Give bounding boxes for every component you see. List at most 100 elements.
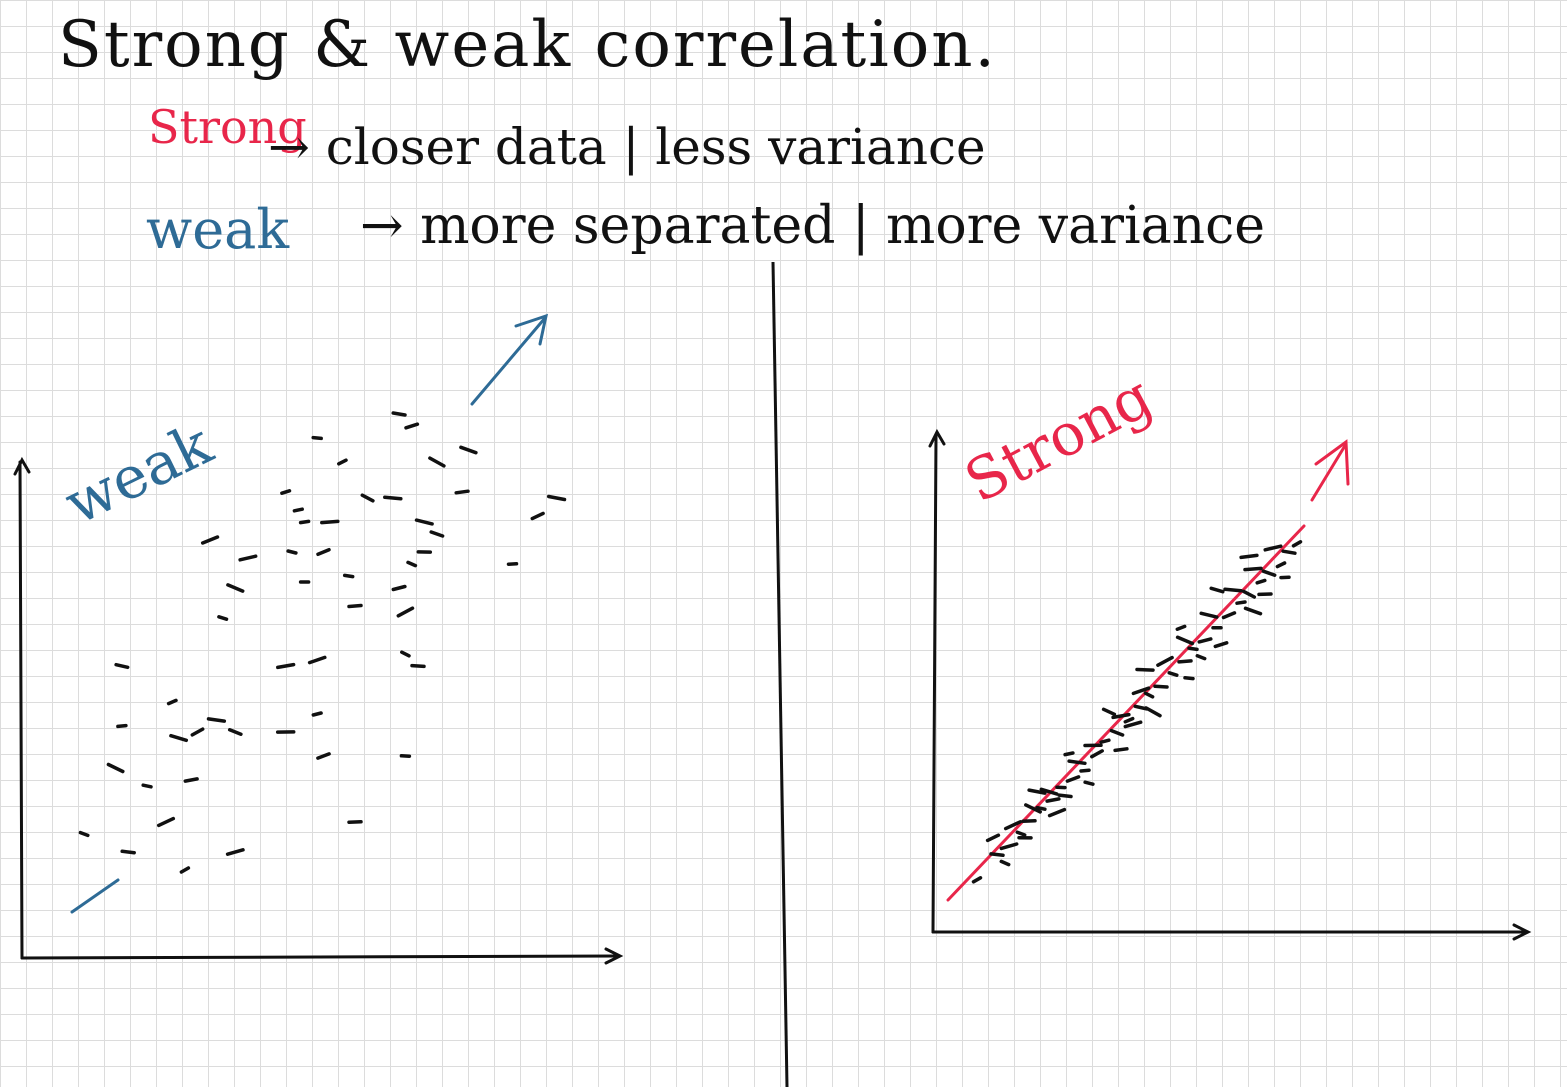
page-title: Strong & weak correlation.: [58, 8, 997, 82]
weak-point-47: [428, 456, 446, 468]
strong-point-13: [1090, 749, 1104, 759]
strong-point-26: [1156, 655, 1174, 667]
weak-point-16: [227, 728, 243, 736]
weak-point-32: [414, 518, 434, 526]
strong-point-31: [1221, 611, 1237, 620]
strong-term: Strong: [148, 100, 307, 154]
weak-trend-arrow: [70, 313, 549, 914]
weak-description: → more separated | more variance: [360, 196, 1266, 256]
strong-point-1: [989, 852, 1005, 858]
weak-point-5: [156, 816, 176, 828]
strong-point-53: [1027, 788, 1047, 795]
weak-point-44: [200, 535, 220, 545]
strong-point-46: [1113, 747, 1129, 753]
weak-point-35: [383, 495, 403, 501]
weak-point-15: [311, 711, 323, 717]
weak-point-10: [316, 752, 331, 760]
weak-point-38: [320, 519, 340, 525]
strong-point-0: [971, 876, 983, 884]
strong-point-20: [1111, 712, 1131, 720]
strong-description: → closer data | less variance: [268, 118, 986, 176]
weak-point-33: [298, 519, 311, 525]
strong-point-55: [1101, 707, 1117, 717]
weak-point-19: [114, 662, 130, 670]
weak-point-14: [206, 717, 227, 723]
weak-point-0: [179, 866, 191, 874]
weak-point-1: [120, 849, 136, 855]
strong-point-34: [1241, 589, 1257, 599]
weak-term: weak: [146, 198, 290, 261]
strong-point-22: [1153, 684, 1169, 689]
strong-point-40: [1281, 549, 1297, 555]
strong-point-48: [1183, 676, 1195, 681]
strong-point-62: [1123, 720, 1143, 729]
strong-point-39: [1275, 561, 1287, 569]
strong-point-60: [1291, 540, 1303, 548]
weak-point-21: [400, 650, 411, 658]
strong-point-63: [1195, 654, 1207, 661]
weak-point-3: [78, 830, 90, 838]
weak-point-54: [292, 507, 304, 513]
weak-point-6: [141, 783, 153, 789]
strong-point-35: [1223, 587, 1243, 593]
strong-point-11: [1039, 787, 1059, 796]
weak-point-26: [396, 606, 415, 618]
weak-point-48: [311, 435, 323, 441]
strong-point-58: [1209, 586, 1225, 594]
weak-point-28: [391, 584, 407, 592]
weak-point-39: [337, 458, 348, 466]
strong-plot-axes: [928, 428, 1532, 941]
weak-point-52: [530, 511, 545, 521]
strong-point-37: [1261, 569, 1277, 577]
strong-point-14: [1067, 759, 1087, 766]
strong-point-3: [1015, 830, 1027, 837]
weak-point-8: [106, 762, 125, 774]
weak-scatter-points: [78, 411, 567, 874]
strong-point-54: [1063, 751, 1075, 757]
strong-point-5: [1003, 820, 1023, 831]
strong-point-61: [1057, 793, 1073, 799]
strong-point-50: [1243, 606, 1263, 616]
strong-point-12: [1079, 768, 1091, 773]
strong-point-25: [1177, 659, 1193, 664]
strong-point-21: [1143, 691, 1155, 699]
strong-point-10: [1065, 775, 1081, 783]
weak-point-2: [225, 848, 245, 856]
strong-point-8: [1024, 803, 1042, 814]
strong-point-41: [1263, 544, 1283, 552]
strong-point-15: [1099, 738, 1111, 744]
weak-point-34: [360, 493, 375, 503]
weak-point-18: [166, 698, 178, 706]
strong-point-32: [1199, 611, 1219, 619]
strong-point-2: [999, 842, 1019, 851]
strong-scatter-points: [971, 540, 1303, 884]
strong-point-36: [1255, 578, 1267, 585]
weak-point-40: [391, 411, 407, 417]
strong-point-24: [1167, 671, 1179, 677]
weak-point-36: [280, 489, 292, 495]
strong-point-57: [1175, 624, 1187, 631]
strong-point-56: [1135, 667, 1155, 672]
strong-point-18: [1123, 716, 1135, 724]
strong-point-45: [1083, 780, 1095, 786]
weak-point-27: [342, 573, 355, 579]
weak-point-7: [183, 777, 199, 783]
weak-point-41: [238, 554, 258, 562]
strong-point-38: [1243, 566, 1263, 572]
weak-point-13: [190, 727, 205, 737]
strong-trend-arrow: [946, 439, 1350, 902]
weak-point-31: [316, 547, 331, 557]
weak-point-11: [169, 733, 189, 743]
weak-point-45: [286, 549, 298, 555]
strong-point-29: [1175, 635, 1195, 646]
weak-point-49: [404, 422, 420, 430]
weak-plot-axes: [13, 456, 624, 965]
strong-point-44: [1047, 807, 1067, 818]
strong-point-49: [1213, 641, 1229, 649]
strong-point-42: [999, 859, 1011, 867]
weak-point-20: [276, 662, 296, 670]
strong-point-33: [1235, 600, 1247, 605]
weak-point-23: [307, 655, 327, 665]
weak-point-29: [226, 583, 245, 593]
